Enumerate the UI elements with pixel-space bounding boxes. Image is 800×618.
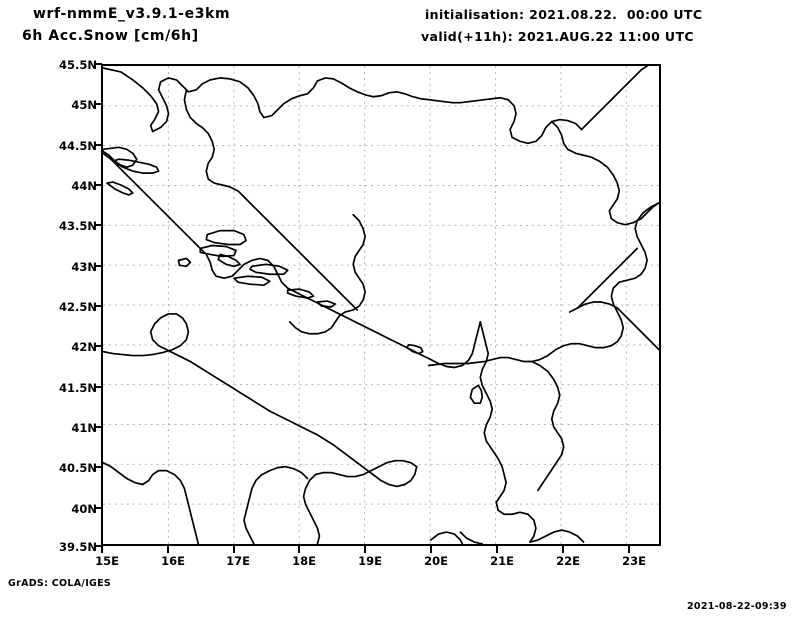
island-hvar: [233, 275, 271, 287]
y-tickmark: [95, 144, 102, 146]
coastline-albania: [479, 321, 537, 543]
y-tickmark: [95, 466, 102, 468]
x-tick-label: 15E: [95, 554, 119, 568]
coastline-italy-tyrrhenian: [103, 461, 200, 544]
y-tickmark: [95, 224, 102, 226]
coastline-montenegro: [405, 343, 424, 355]
island-mljet: [316, 300, 337, 308]
x-tick-label: 16E: [161, 554, 185, 568]
y-tick-label: 45.5N: [59, 58, 97, 72]
coastline-italy-gargano: [243, 465, 309, 544]
y-tick-label: 45N: [71, 98, 97, 112]
x-tickmark: [167, 546, 169, 553]
model-name-label: wrf-nmmE_v3.9.1-e3km: [33, 6, 231, 22]
valid-time-label: valid(+11h): 2021.AUG.22 11:00 UTC: [421, 29, 694, 44]
island-pasman-ugljan: [199, 244, 237, 258]
x-tick-label: 22E: [556, 554, 580, 568]
y-tickmark: [95, 265, 102, 267]
y-tick-label: 41.5N: [59, 381, 97, 395]
border-bosnia-serbia-drina: [288, 213, 366, 335]
border-albania-greece: [529, 529, 585, 543]
map-plot-frame: [101, 64, 661, 546]
coastline-and-border-paths: [103, 66, 659, 544]
x-tickmark: [364, 546, 366, 553]
y-tick-label: 42.5N: [59, 300, 97, 314]
x-tick-label: 23E: [622, 554, 646, 568]
y-tick-label: 40N: [71, 502, 97, 516]
border-serbia-romania-ne: [580, 66, 648, 131]
coastline-greece-west: [429, 531, 464, 544]
border-serbia-east: [550, 120, 659, 226]
y-tickmark: [95, 184, 102, 186]
y-tickmark: [95, 305, 102, 307]
island-rab: [106, 181, 134, 196]
y-tick-label: 44.5N: [59, 139, 97, 153]
x-tickmark: [496, 546, 498, 553]
y-tickmark: [95, 103, 102, 105]
x-tickmark: [233, 546, 235, 553]
x-tickmark: [430, 546, 432, 553]
y-tick-label: 40.5N: [59, 461, 97, 475]
border-croatia-north: [103, 67, 583, 145]
y-tickmark: [95, 345, 102, 347]
coastline-croatia-mainland: [103, 152, 482, 369]
x-tickmark: [562, 546, 564, 553]
x-tick-label: 17E: [226, 554, 250, 568]
y-tickmark: [95, 545, 102, 547]
border-kosovo-outline: [576, 247, 639, 309]
border-croatia-bosnia: [183, 88, 359, 311]
y-tick-label: 43.5N: [59, 219, 97, 233]
border-macedonia-greece: [531, 360, 565, 492]
latlon-gridlines: [103, 66, 659, 544]
y-tickmark: [95, 507, 102, 509]
x-tick-label: 19E: [358, 554, 382, 568]
y-tickmark: [95, 63, 102, 65]
x-tick-label: 20E: [424, 554, 448, 568]
coastline-italy-adriatic: [103, 313, 418, 488]
x-tickmark: [101, 546, 103, 553]
x-tickmark: [628, 546, 630, 553]
island-kornati: [217, 253, 241, 268]
field-label: 6h Acc.Snow [cm/6h]: [22, 28, 199, 44]
y-tickmark: [95, 426, 102, 428]
border-bulgaria-west: [427, 202, 659, 367]
grads-credit-label: GrADS: COLA/IGES: [8, 578, 112, 589]
coastline-greece-corfu-area: [459, 531, 484, 544]
y-tick-label: 41N: [71, 421, 97, 435]
island-korcula: [286, 288, 315, 299]
y-tick-label: 42N: [71, 340, 97, 354]
y-tick-label: 43N: [71, 260, 97, 274]
island-dugi-otok: [205, 229, 247, 246]
render-timestamp-label: 2021-08-22-09:39: [687, 601, 787, 612]
island-brac: [249, 263, 289, 276]
coastline-albania-lagoon: [469, 384, 484, 405]
y-tickmark: [95, 386, 102, 388]
y-tick-label: 39.5N: [59, 540, 97, 554]
x-tick-label: 21E: [490, 554, 514, 568]
island-krk-cres: [112, 158, 160, 174]
x-tickmark: [298, 546, 300, 553]
island-vis: [177, 257, 192, 268]
x-tick-label: 18E: [292, 554, 316, 568]
border-kosovo: [568, 301, 659, 351]
initialisation-label: initialisation: 2021.08.22. 00:00 UTC: [425, 7, 703, 22]
coastline-italy-puglia-gulf: [302, 459, 418, 544]
y-tick-label: 44N: [71, 179, 97, 193]
